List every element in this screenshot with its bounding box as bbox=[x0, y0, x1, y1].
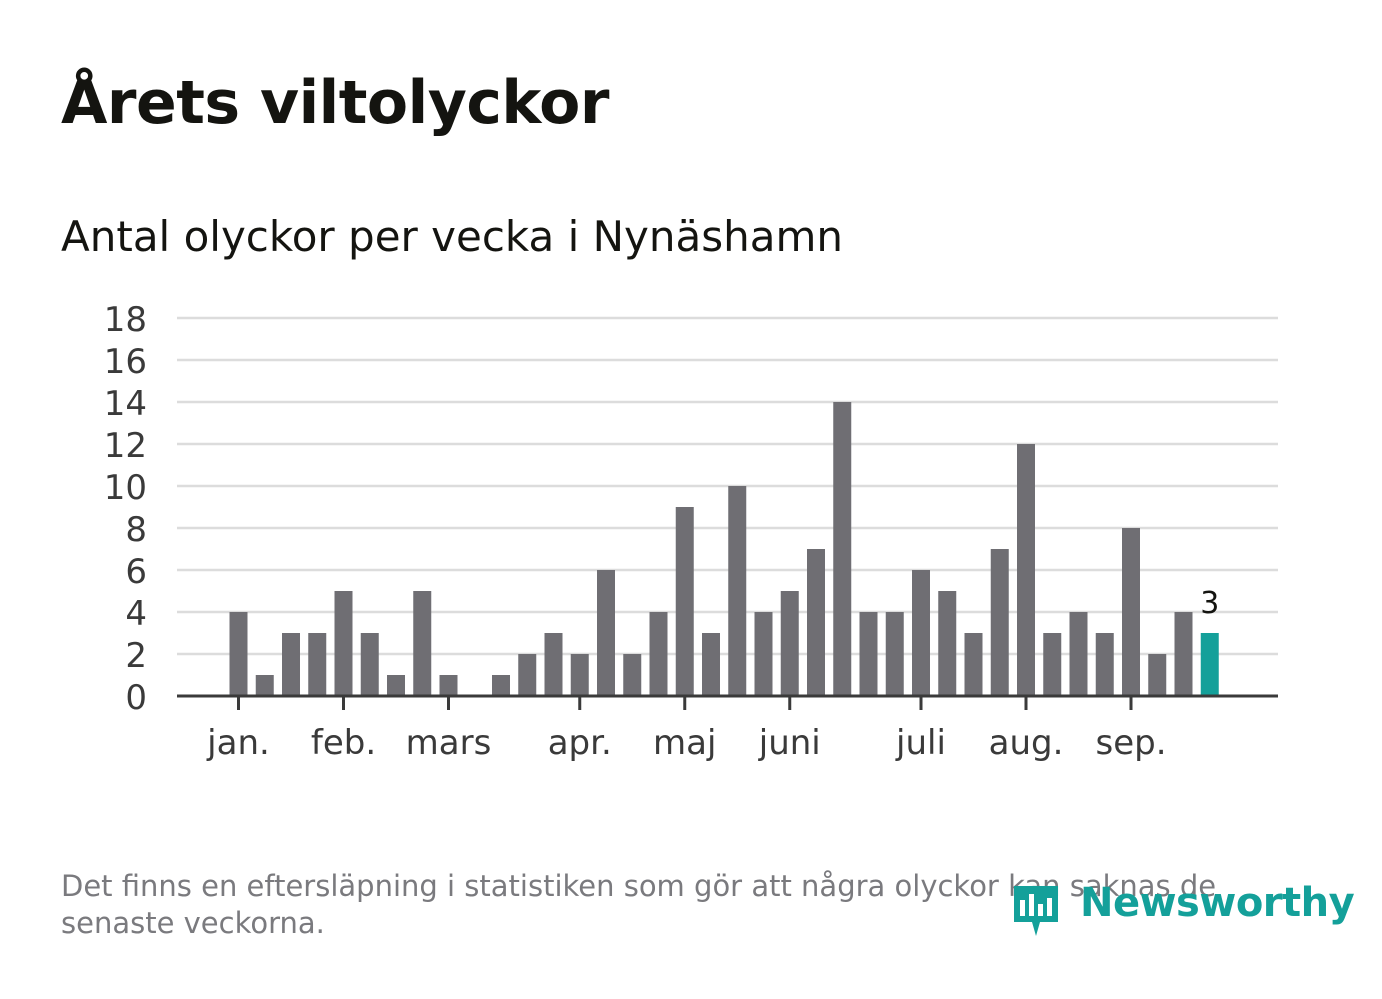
chart-subtitle: Antal olyckor per vecka i Nynäshamn bbox=[61, 212, 844, 261]
x-tick-label-juni: juni bbox=[758, 723, 821, 763]
bar-week-30 bbox=[990, 549, 1009, 696]
y-tick-label-18: 18 bbox=[104, 300, 147, 340]
bar-week-12 bbox=[518, 654, 537, 696]
bar-week-33 bbox=[1069, 612, 1088, 696]
bar-week-1 bbox=[229, 612, 248, 696]
y-tick-label-0: 0 bbox=[125, 678, 147, 718]
bar-week-5 bbox=[334, 591, 353, 696]
bar-week-17 bbox=[649, 612, 668, 696]
y-tick-label-14: 14 bbox=[104, 384, 147, 424]
bar-week-32 bbox=[1043, 633, 1062, 696]
gridlines bbox=[177, 316, 1278, 656]
y-tick-label-6: 6 bbox=[125, 552, 147, 592]
x-tick-label-jan: jan. bbox=[206, 723, 270, 763]
y-tick-label-16: 16 bbox=[104, 342, 147, 382]
bar-week-18 bbox=[675, 507, 694, 696]
bar-week-27 bbox=[912, 570, 930, 696]
y-tick-label-2: 2 bbox=[125, 636, 147, 676]
y-tick-label-12: 12 bbox=[104, 426, 147, 466]
bar-week-13 bbox=[544, 633, 563, 696]
bar-week-31 bbox=[1017, 444, 1035, 696]
chart-title: Årets viltolyckor bbox=[61, 68, 610, 138]
x-tick-label-aug: aug. bbox=[989, 723, 1064, 763]
bar-week-7 bbox=[387, 675, 405, 696]
logo-text: Newsworthy bbox=[1080, 880, 1355, 926]
bar-week-36 bbox=[1148, 654, 1167, 696]
bar-week-4 bbox=[308, 633, 327, 696]
bar-week-8 bbox=[413, 591, 432, 696]
bar-week-9 bbox=[439, 675, 458, 696]
bar-week-24 bbox=[833, 402, 852, 696]
bar-week-25 bbox=[859, 612, 878, 696]
bar-week-15 bbox=[597, 570, 615, 696]
data-label-latest: 3 bbox=[1200, 586, 1219, 621]
x-tick-label-sep: sep. bbox=[1095, 723, 1166, 763]
bar-week-28 bbox=[938, 591, 957, 696]
bars: 3 bbox=[229, 402, 1219, 696]
bar-week-22 bbox=[780, 591, 799, 696]
bar-week-26 bbox=[885, 612, 904, 696]
newsworthy-logo: Newsworthy bbox=[1010, 878, 1355, 948]
bar-week-37 bbox=[1174, 612, 1193, 696]
y-tick-label-4: 4 bbox=[125, 594, 147, 634]
bar-week-23 bbox=[807, 549, 825, 696]
bar-week-35 bbox=[1122, 528, 1140, 696]
bar-week-2 bbox=[255, 675, 274, 696]
x-tick-label-juli: juli bbox=[895, 723, 946, 763]
x-tick-label-mars: mars bbox=[406, 723, 492, 763]
bar-week-14 bbox=[570, 654, 589, 696]
bar-week-34 bbox=[1095, 633, 1114, 696]
bar-week-29 bbox=[964, 633, 983, 696]
y-tick-label-8: 8 bbox=[125, 510, 147, 550]
bar-week-21 bbox=[754, 612, 773, 696]
bar-week-20 bbox=[728, 486, 747, 696]
bar-week-11 bbox=[492, 675, 510, 696]
bar-week-16 bbox=[623, 654, 642, 696]
x-tick-label-maj: maj bbox=[653, 723, 716, 763]
y-tick-label-10: 10 bbox=[104, 468, 147, 508]
bar-week-6 bbox=[360, 633, 379, 696]
bar-week-19 bbox=[702, 633, 720, 696]
x-tick-label-apr: apr. bbox=[548, 723, 612, 763]
x-tick-label-feb: feb. bbox=[311, 723, 376, 763]
bar-week-3 bbox=[282, 633, 300, 696]
bar-highlight bbox=[1200, 633, 1219, 696]
newsworthy-logo-icon bbox=[1014, 886, 1058, 936]
